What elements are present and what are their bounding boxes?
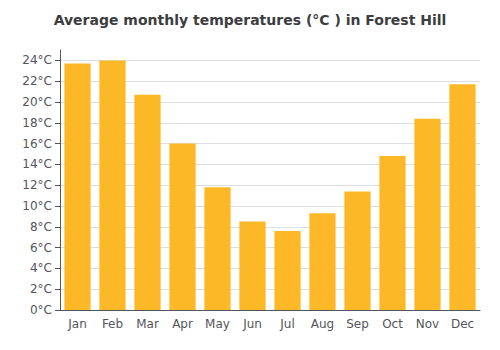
svg-text:Jun: Jun [242,317,262,331]
svg-text:0°C: 0°C [30,303,52,317]
svg-text:Oct: Oct [382,317,403,331]
svg-text:4°C: 4°C [30,261,52,275]
svg-text:10°C: 10°C [22,199,52,213]
svg-text:Apr: Apr [172,317,193,331]
svg-text:14°C: 14°C [22,157,52,171]
svg-text:16°C: 16°C [22,137,52,151]
svg-text:2°C: 2°C [30,282,52,296]
svg-text:Average monthly temperatures (: Average monthly temperatures (°C ) in Fo… [54,12,447,28]
svg-text:6°C: 6°C [30,241,52,255]
svg-text:Mar: Mar [136,317,159,331]
svg-text:Feb: Feb [102,317,123,331]
svg-text:Aug: Aug [311,317,334,331]
svg-text:Jan: Jan [67,317,87,331]
svg-text:12°C: 12°C [22,178,52,192]
svg-text:22°C: 22°C [22,74,52,88]
svg-text:Nov: Nov [416,317,439,331]
svg-text:8°C: 8°C [30,220,52,234]
svg-text:Sep: Sep [346,317,369,331]
svg-text:Dec: Dec [451,317,474,331]
svg-text:18°C: 18°C [22,116,52,130]
svg-text:24°C: 24°C [22,53,52,67]
svg-text:May: May [205,317,230,331]
svg-text:Jul: Jul [279,317,294,331]
svg-text:20°C: 20°C [22,95,52,109]
